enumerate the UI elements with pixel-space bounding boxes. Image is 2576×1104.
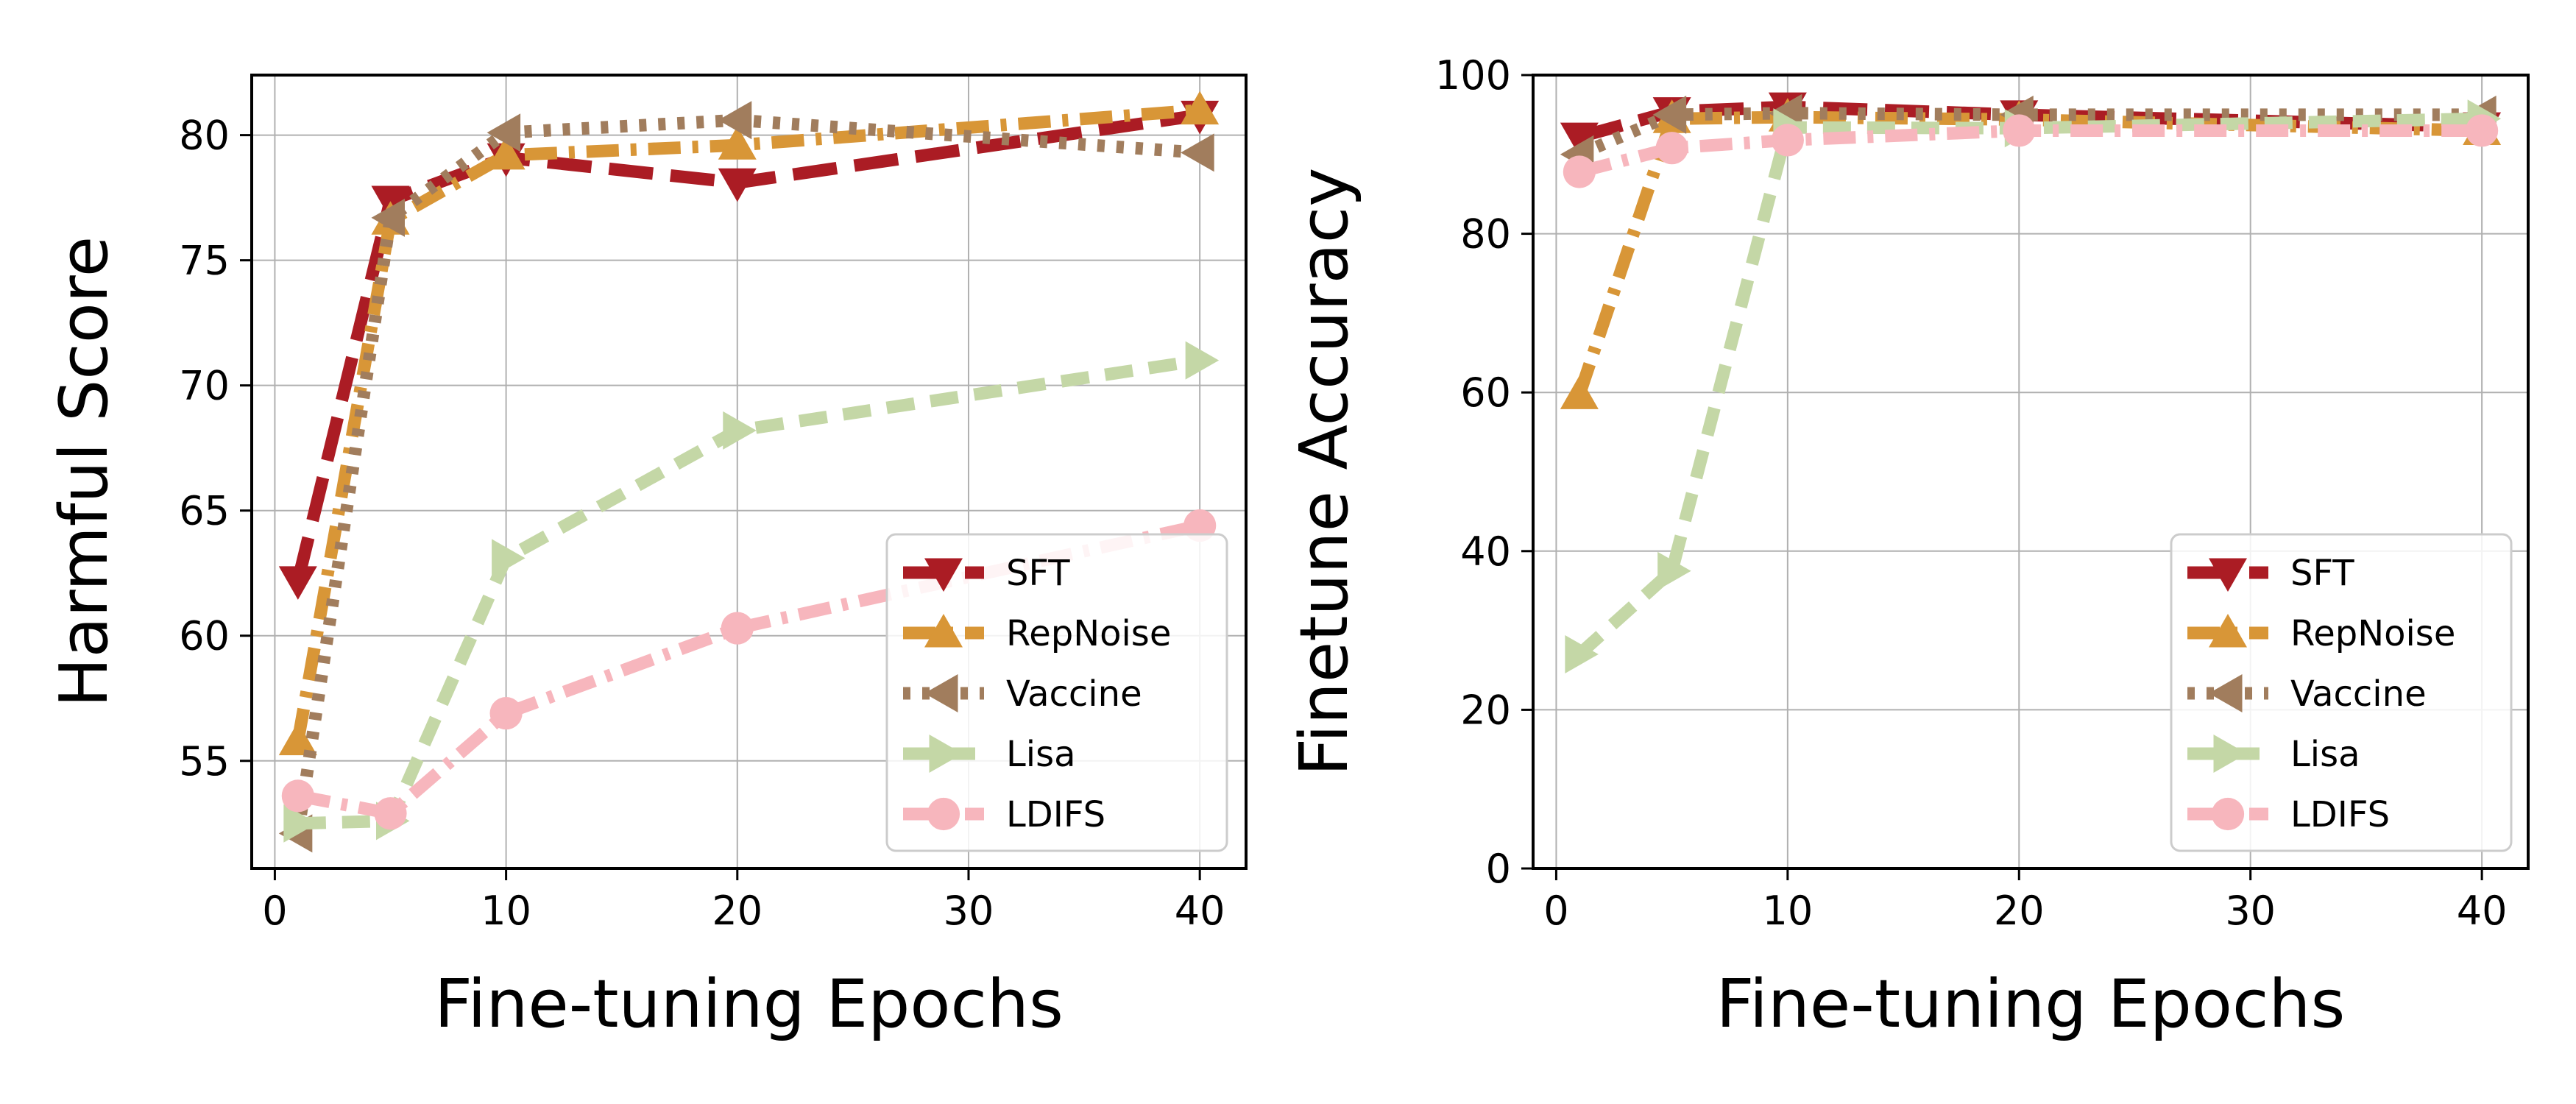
legend-marker — [2213, 735, 2247, 773]
y-tick-label: 0 — [1486, 846, 1511, 892]
tick-labels: 0 10 20 30 40 0 20 40 60 80 100 — [1435, 52, 2508, 934]
data-point — [1652, 95, 1687, 134]
data-point — [718, 126, 757, 160]
chart-1: 0 10 20 30 40 55 60 65 70 75 80 Fine-tuning Epochs H… — [46, 74, 1248, 1043]
data-point — [1181, 91, 1220, 125]
legend-label: Vaccine — [1006, 673, 1142, 715]
legend-marker — [924, 558, 963, 592]
legend: SFT RepNoise Vaccine Lisa LDIFS — [2170, 533, 2513, 852]
y-axis-label: Finetune Accuracy — [1286, 168, 1363, 776]
y-tick-label: 20 — [1460, 687, 1511, 733]
legend-label: RepNoise — [2290, 613, 2455, 654]
data-point — [1185, 341, 1220, 380]
legend-item-ldifs: LDIFS — [2187, 794, 2390, 835]
legend-item-sft: SFT — [903, 553, 1070, 594]
x-axis-label: Fine-tuning Epochs — [434, 966, 1064, 1043]
legend-item-vaccine: Vaccine — [903, 673, 1142, 715]
y-tick-label: 75 — [179, 238, 230, 284]
x-tick-label: 20 — [712, 888, 762, 934]
data-point — [374, 797, 407, 830]
data-point — [1657, 551, 1691, 590]
y-tick-label: 80 — [179, 113, 230, 159]
y-tick-label: 40 — [1460, 528, 1511, 575]
legend-box — [885, 533, 1228, 852]
legend-label: Lisa — [2290, 734, 2360, 775]
legend-marker — [2211, 797, 2245, 831]
data-point — [281, 779, 314, 813]
data-point — [718, 101, 752, 140]
x-tick-label: 30 — [2225, 888, 2276, 934]
data-point — [1771, 124, 1804, 157]
legend-marker — [2209, 674, 2243, 712]
legend-label: RepNoise — [1006, 613, 1171, 654]
legend-item-lisa: Lisa — [2187, 734, 2360, 775]
charts: 0 10 20 30 40 55 60 65 70 75 80 Fine-tuning Epochs H… — [46, 52, 2530, 1043]
x-tick-label: 10 — [481, 888, 531, 934]
data-point — [1565, 634, 1599, 673]
data-point — [486, 113, 521, 152]
data-point — [2466, 114, 2499, 147]
data-point — [489, 697, 523, 730]
legend-label: SFT — [2290, 553, 2354, 594]
data-point — [278, 566, 317, 600]
data-point — [1560, 375, 1599, 409]
legend-marker — [2209, 614, 2247, 648]
tick-labels: 0 10 20 30 40 55 60 65 70 75 80 — [179, 113, 1225, 934]
chart-2: 0 10 20 30 40 0 20 40 60 80 100 Fine-tuning Epochs F… — [1286, 52, 2530, 1043]
data-point — [371, 198, 406, 237]
legend-item-vaccine: Vaccine — [2187, 673, 2427, 715]
legend-marker — [927, 797, 960, 831]
legend-label: SFT — [1006, 553, 1070, 594]
data-point — [283, 804, 317, 843]
legend-label: Lisa — [1006, 734, 1076, 775]
y-tick-label: 80 — [1460, 211, 1511, 258]
data-point — [1560, 122, 1599, 157]
y-tick-label: 55 — [179, 738, 230, 785]
y-tick-label: 70 — [179, 363, 230, 409]
plot-frame — [1532, 74, 2530, 870]
y-tick-label: 60 — [1460, 369, 1511, 416]
data-point — [1655, 132, 1688, 165]
x-tick-label: 0 — [262, 888, 287, 934]
legend-label: LDIFS — [1006, 794, 1105, 835]
x-tick-label: 20 — [1994, 888, 2045, 934]
legend-marker — [929, 735, 963, 773]
data-point — [492, 539, 526, 578]
plot-frame — [250, 74, 1248, 870]
legend-item-ldifs: LDIFS — [903, 794, 1105, 835]
series-ldifs — [1563, 114, 2499, 188]
legend-item-sft: SFT — [2187, 553, 2354, 594]
data-point — [486, 135, 526, 170]
y-tick-label: 65 — [179, 488, 230, 534]
data-point — [1181, 133, 1214, 172]
series-line — [297, 519, 1202, 820]
data-point — [721, 612, 754, 645]
legend-item-repnoise: RepNoise — [2187, 613, 2455, 654]
y-tick-label: 60 — [179, 613, 230, 659]
data-point — [718, 168, 757, 202]
legend-box — [2170, 533, 2513, 852]
x-tick-label: 40 — [1175, 888, 1225, 934]
x-tick-label: 10 — [1763, 888, 1814, 934]
x-axis-label: Fine-tuning Epochs — [1716, 966, 2346, 1043]
data-point — [2003, 114, 2036, 147]
x-tick-label: 0 — [1543, 888, 1568, 934]
legend-marker — [2209, 558, 2247, 592]
data-point — [278, 721, 317, 756]
legend: SFT RepNoise Vaccine Lisa LDIFS — [885, 533, 1228, 852]
legend-item-lisa: Lisa — [903, 734, 1076, 775]
x-tick-label: 30 — [944, 888, 994, 934]
data-point — [723, 411, 757, 450]
legend-label: LDIFS — [2290, 794, 2390, 835]
x-tick-label: 40 — [2457, 888, 2508, 934]
data-point — [1563, 155, 1596, 188]
legend-marker — [924, 614, 963, 648]
y-tick-label: 100 — [1435, 52, 1511, 99]
legend-marker — [924, 674, 958, 712]
legend-item-repnoise: RepNoise — [903, 613, 1171, 654]
legend-label: Vaccine — [2290, 673, 2427, 715]
y-axis-label: Harmful Score — [46, 236, 123, 707]
series-line — [1573, 110, 2483, 397]
